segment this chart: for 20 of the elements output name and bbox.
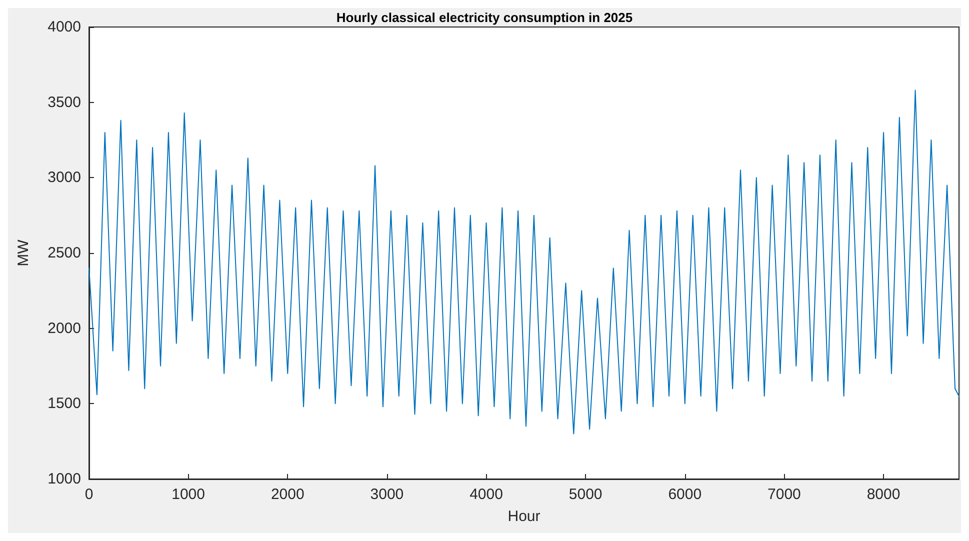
y-tick-label: 1000 — [48, 470, 81, 488]
y-tick-label: 3000 — [48, 169, 81, 186]
x-tick-label: 7000 — [768, 486, 801, 503]
x-tick-label: 0 — [84, 486, 94, 503]
x-tick-label: 6000 — [668, 486, 702, 503]
y-tick-label: 2500 — [48, 244, 81, 262]
y-tick-label: 1500 — [48, 395, 81, 412]
x-tick-label: 8000 — [866, 486, 900, 503]
x-tick-label: 1000 — [172, 486, 206, 503]
y-tick-label: 4000 — [48, 18, 81, 36]
x-axis-title: Hour — [508, 508, 540, 525]
x-tick-label: 5000 — [568, 486, 602, 503]
x-tick-label: 4000 — [470, 486, 503, 503]
y-tick-label: 2000 — [48, 320, 81, 337]
line-series — [88, 90, 960, 434]
y-tick-label: 3500 — [48, 94, 81, 111]
chart-title: Hourly classical electricity consumption in 2025 — [336, 10, 633, 25]
y-axis-title: MW — [15, 238, 32, 266]
x-tick-label: 3000 — [370, 486, 404, 503]
x-tick-label: 2000 — [270, 486, 304, 503]
